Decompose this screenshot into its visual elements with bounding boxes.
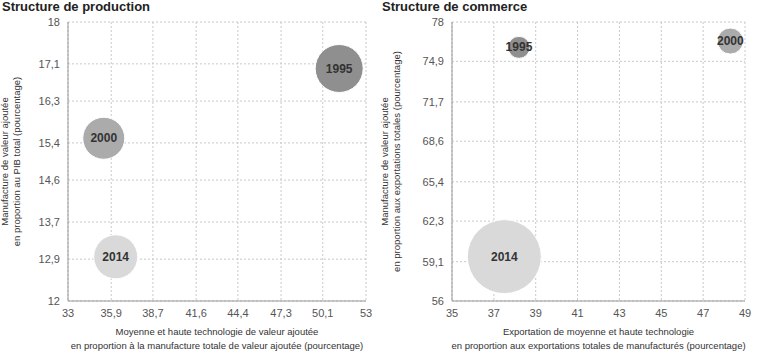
svg-text:44,4: 44,4: [227, 307, 248, 319]
svg-text:16,3: 16,3: [39, 95, 60, 107]
svg-text:59,1: 59,1: [423, 256, 444, 268]
svg-text:74,9: 74,9: [423, 55, 444, 67]
svg-text:2000: 2000: [717, 34, 744, 48]
svg-text:12: 12: [48, 295, 60, 307]
svg-text:17,1: 17,1: [39, 58, 60, 70]
svg-text:47: 47: [697, 307, 709, 319]
svg-text:68,6: 68,6: [423, 135, 444, 147]
svg-text:38,7: 38,7: [142, 307, 163, 319]
svg-text:33: 33: [62, 307, 74, 319]
svg-text:43: 43: [613, 307, 625, 319]
svg-text:41,6: 41,6: [185, 307, 206, 319]
svg-text:en proportion au PIB total (po: en proportion au PIB total (pourcentage): [11, 77, 22, 247]
svg-text:14,6: 14,6: [39, 174, 60, 186]
svg-text:Moyenne et haute technologie d: Moyenne et haute technologie de valeur a…: [116, 326, 319, 337]
svg-text:en proportion aux exportations: en proportion aux exportations totales (…: [391, 51, 402, 272]
svg-text:41: 41: [571, 307, 583, 319]
svg-text:56: 56: [432, 295, 444, 307]
svg-text:50,1: 50,1: [312, 307, 333, 319]
svg-text:18: 18: [48, 16, 60, 28]
svg-text:Manufacture de valeur ajoutée: Manufacture de valeur ajoutée: [8, 97, 10, 225]
svg-text:15,4: 15,4: [39, 137, 60, 149]
svg-text:45: 45: [655, 307, 667, 319]
svg-text:2014: 2014: [491, 250, 518, 264]
svg-text:35,9: 35,9: [100, 307, 121, 319]
svg-text:Manufacture de valeur ajoutée: Manufacture de valeur ajoutée: [380, 97, 390, 225]
svg-text:Structure de production: Structure de production: [8, 0, 150, 14]
svg-text:13,7: 13,7: [39, 216, 60, 228]
svg-text:53: 53: [360, 307, 372, 319]
svg-text:47,3: 47,3: [270, 307, 291, 319]
svg-text:Exportation de moyenne et haut: Exportation de moyenne et haute technolo…: [503, 326, 694, 337]
svg-text:en proportion à la manufacture: en proportion à la manufacture totale de…: [71, 340, 364, 351]
svg-text:12,9: 12,9: [39, 253, 60, 265]
svg-text:62,3: 62,3: [423, 215, 444, 227]
svg-text:1995: 1995: [326, 62, 353, 76]
svg-text:2000: 2000: [90, 131, 117, 145]
svg-text:en proportion aux exportations: en proportion aux exportations totales d…: [451, 340, 745, 351]
svg-text:2014: 2014: [102, 250, 129, 264]
svg-text:39: 39: [530, 307, 542, 319]
svg-text:37: 37: [488, 307, 500, 319]
svg-text:49: 49: [739, 307, 751, 319]
svg-text:78: 78: [432, 16, 444, 28]
svg-text:1995: 1995: [506, 40, 533, 54]
svg-text:Structure de commerce: Structure de commerce: [382, 0, 527, 14]
svg-text:65,4: 65,4: [423, 176, 444, 188]
svg-text:71,7: 71,7: [423, 96, 444, 108]
svg-text:35: 35: [446, 307, 458, 319]
